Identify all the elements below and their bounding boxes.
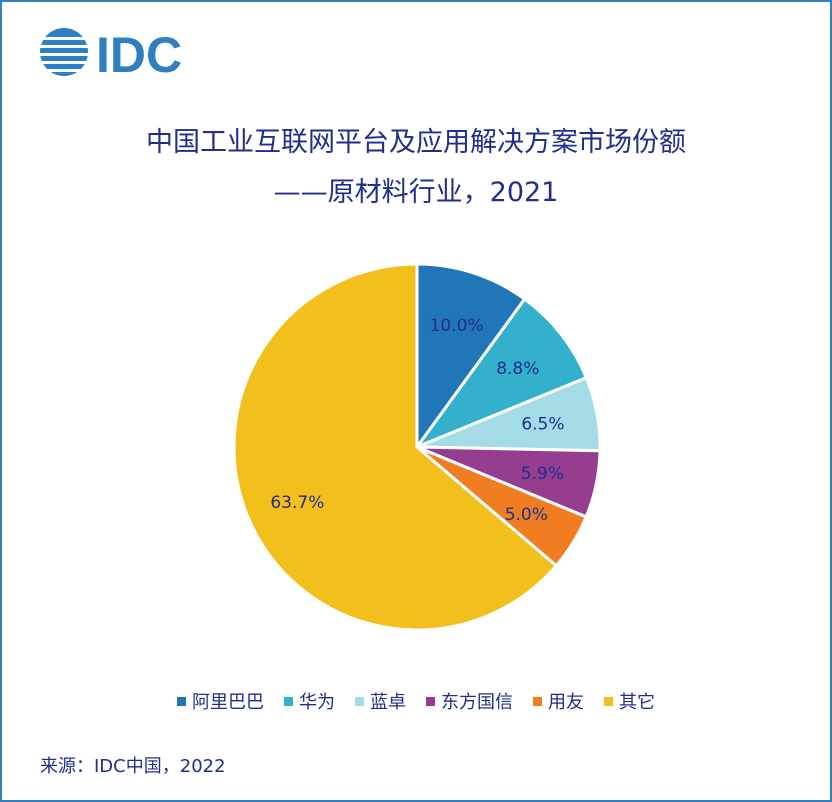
legend-label-1: 华为 [299,692,335,713]
legend-item-1: 华为 [284,688,335,714]
legend-swatch-3 [426,696,435,706]
legend-item-5: 其它 [604,688,655,714]
globe-icon [38,28,90,76]
slice-label-3: 5.9% [521,464,564,484]
legend-item-2: 蓝卓 [355,688,406,714]
slice-label-0: 10.0% [430,316,484,336]
legend-label-2: 蓝卓 [370,692,406,713]
legend-item-4: 用友 [533,688,584,714]
legend-swatch-5 [604,696,613,706]
slice-label-1: 8.8% [496,359,539,379]
slice-label-4: 5.0% [505,505,548,525]
legend: 阿里巴巴 华为 蓝卓 东方国信 用友 其它 [0,688,832,714]
legend-item-3: 东方国信 [426,688,513,714]
source-note: 来源：IDC中国，2022 [40,756,226,777]
pie-slice-5 [232,262,559,632]
pie-slice-0 [415,262,527,452]
pie-slice-1 [412,296,589,451]
legend-label-4: 用友 [548,692,584,713]
slice-label-5: 63.7% [270,493,324,513]
logo-text: IDC [96,27,182,80]
legend-label-5: 其它 [619,692,655,713]
legend-swatch-4 [533,696,542,706]
chart-subtitle: ——原材料行业，2021 [273,177,559,208]
pie-chart: 10.0% 8.8% 6.5% 5.9% 5.0% 63.7% [232,262,602,632]
legend-label-0: 阿里巴巴 [192,692,264,713]
slice-label-2: 6.5% [521,415,564,435]
idc-logo: IDC [38,24,218,83]
legend-swatch-2 [355,696,364,706]
legend-swatch-1 [284,696,293,706]
legend-item-0: 阿里巴巴 [177,688,264,714]
chart-title: 中国工业互联网平台及应用解决方案市场份额 [146,127,686,158]
legend-label-3: 东方国信 [441,692,513,713]
legend-swatch-0 [177,696,186,706]
